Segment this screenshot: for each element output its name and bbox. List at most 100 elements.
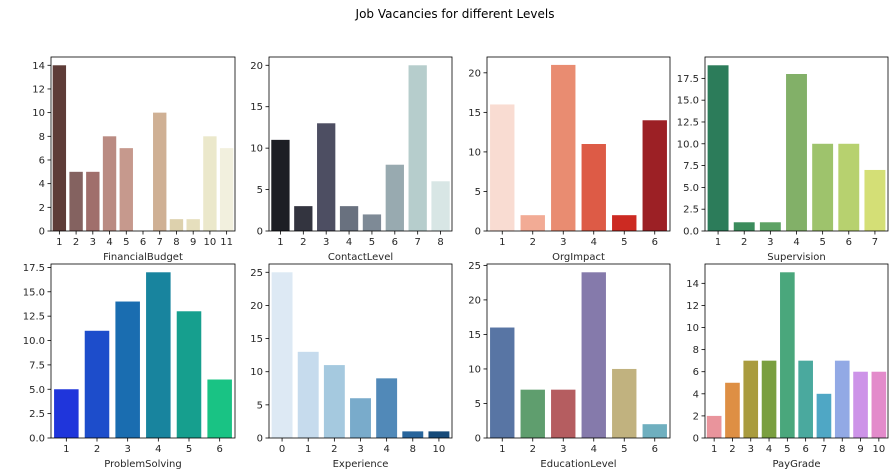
x-tick-label: 3 <box>357 444 363 455</box>
bar-9 <box>186 219 200 231</box>
x-tick-label: 7 <box>872 237 878 248</box>
bar-1 <box>490 327 515 438</box>
bar-1 <box>297 351 319 438</box>
x-tick-label: 7 <box>821 444 827 455</box>
y-tick-label: 20 <box>468 295 481 306</box>
y-tick-label: 0 <box>475 227 481 238</box>
x-tick-label: 5 <box>123 237 129 248</box>
y-tick-label: 10.0 <box>677 139 699 150</box>
bar-3 <box>743 360 759 438</box>
x-tick-label: 6 <box>802 444 808 455</box>
x-tick-label: 3 <box>767 237 773 248</box>
x-tick-label: 3 <box>124 444 130 455</box>
bar-4 <box>339 206 359 231</box>
y-tick-label: 25 <box>468 261 481 272</box>
subplot-grid: 1 2 3 4 5 6 7 8 9 10 1102468101214FinancialBudget1… <box>23 56 889 470</box>
y-tick-label: 2 <box>693 411 699 422</box>
bar-4 <box>581 144 606 231</box>
x-tick-label: 1 <box>499 237 505 248</box>
bar-6 <box>642 424 667 438</box>
x-tick-label: 4 <box>766 444 772 455</box>
y-tick-label: 12.5 <box>677 117 699 128</box>
y-tick-label: 14 <box>32 61 45 72</box>
bar-7 <box>153 112 167 231</box>
y-tick-label: 4 <box>39 179 45 190</box>
subplot-6: 0 1 2 3 4 8 10 0 5 10 15 20 25 Experience <box>250 263 453 470</box>
x-axis-label: OrgImpact <box>552 252 605 263</box>
y-tick-label: 15 <box>468 108 481 119</box>
x-axis-label: PayGrade <box>772 459 820 470</box>
x-tick-label: 2 <box>94 444 100 455</box>
bar-1 <box>490 104 515 231</box>
y-tick-label: 25 <box>250 268 263 279</box>
subplot-2: 1 2 3 4 5 6 7 8 0 5 10 15 20 ContactLevel <box>250 56 453 263</box>
y-tick-label: 20 <box>250 301 263 312</box>
bar-1 <box>52 65 67 232</box>
bar-6 <box>798 360 813 438</box>
x-tick-label: 8 <box>173 237 179 248</box>
x-tick-label: 4 <box>591 444 597 455</box>
x-tick-label: 7 <box>157 237 163 248</box>
y-tick-label: 5 <box>475 399 481 410</box>
x-tick-label: 1 <box>305 444 311 455</box>
x-tick-label: 3 <box>748 444 754 455</box>
x-tick-label: 5 <box>186 444 192 455</box>
bar-2 <box>725 382 740 438</box>
x-tick-label: 4 <box>591 237 597 248</box>
y-tick-label: 0 <box>693 434 699 445</box>
x-tick-label: 6 <box>216 444 222 455</box>
bar-9 <box>853 371 868 438</box>
bar-4 <box>102 136 117 231</box>
y-tick-label: 5 <box>257 185 263 196</box>
y-tick-label: 8 <box>39 132 45 143</box>
bar-3 <box>350 398 371 438</box>
y-tick-label: 12 <box>32 84 45 95</box>
y-tick-label: 12.5 <box>23 312 45 323</box>
bar-8 <box>402 431 424 438</box>
y-tick-label: 10 <box>468 364 481 375</box>
bar-5 <box>612 368 637 438</box>
bar-0 <box>271 272 293 438</box>
bar-8 <box>834 360 850 438</box>
y-tick-label: 17.5 <box>677 74 699 85</box>
x-tick-label: 4 <box>106 237 112 248</box>
y-tick-label: 5 <box>257 400 263 411</box>
bar-1 <box>54 389 79 438</box>
bar-2 <box>69 171 83 231</box>
y-tick-label: 4 <box>693 389 699 400</box>
y-tick-label: 5.0 <box>29 385 45 396</box>
y-tick-label: 2.5 <box>29 409 45 420</box>
bar-10 <box>428 431 450 438</box>
bar-6 <box>642 120 667 231</box>
x-tick-label: 4 <box>383 444 389 455</box>
x-axis-label: Experience <box>333 459 389 470</box>
y-tick-label: 2.5 <box>683 205 699 216</box>
bar-5 <box>780 272 795 438</box>
axes-frame <box>704 263 889 439</box>
y-tick-label: 15.0 <box>677 96 699 107</box>
bar-3 <box>86 171 100 231</box>
x-tick-label: 5 <box>784 444 790 455</box>
x-tick-label: 0 <box>279 444 285 455</box>
bar-4 <box>761 360 777 438</box>
y-tick-label: 0 <box>475 434 481 445</box>
y-tick-label: 15 <box>250 102 263 113</box>
bar-5 <box>119 148 133 231</box>
y-tick-label: 7.5 <box>29 360 45 371</box>
x-tick-label: 10 <box>204 237 217 248</box>
bar-11 <box>219 148 234 231</box>
x-tick-label: 2 <box>729 444 735 455</box>
y-tick-label: 15 <box>250 334 263 345</box>
bar-2 <box>520 215 545 231</box>
axes-frame <box>268 56 453 232</box>
bar-3 <box>317 123 336 231</box>
x-tick-label: 8 <box>410 444 416 455</box>
x-tick-label: 2 <box>300 237 306 248</box>
subplot-4: 1 2 3 4 5 6 7 0.0 2.5 5.0 7.5 10.0 12.5 15.0 17.5 Super… <box>677 56 889 263</box>
y-tick-label: 10 <box>686 323 699 334</box>
y-tick-label: 0 <box>257 227 263 238</box>
x-tick-label: 3 <box>90 237 96 248</box>
x-axis-label: EducationLevel <box>540 459 616 470</box>
